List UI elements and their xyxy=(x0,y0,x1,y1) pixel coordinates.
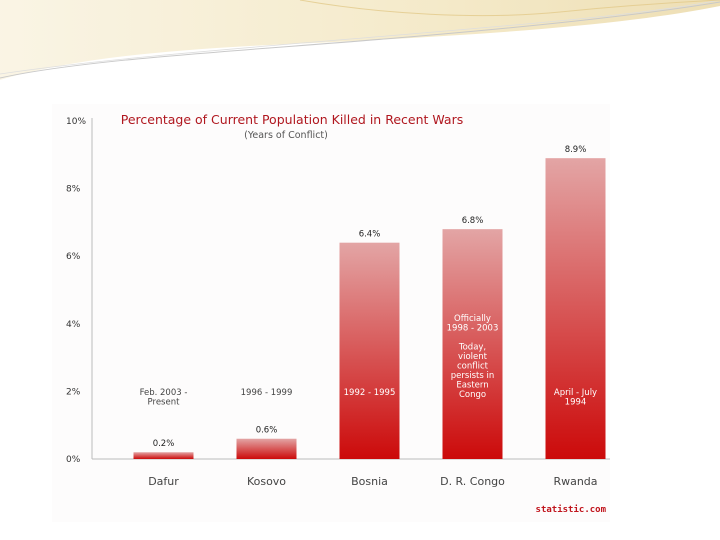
source-label: statistic.com xyxy=(536,504,607,515)
category-label: D. R. Congo xyxy=(440,475,505,488)
bar-annotation-line: 1998 - 2003 xyxy=(447,324,499,334)
chart: Percentage of Current Population Killed … xyxy=(66,112,610,515)
chart-subtitle: (Years of Conflict) xyxy=(244,130,328,141)
bar-annotation-line: 1996 - 1999 xyxy=(241,388,293,398)
chart-panel: Percentage of Current Population Killed … xyxy=(52,104,610,522)
bar xyxy=(339,242,400,459)
y-tick-label: 2% xyxy=(66,387,81,397)
bar-annotation-line: 1992 - 1995 xyxy=(344,388,396,398)
value-label: 0.6% xyxy=(256,426,278,436)
bar-annotation-line: Officially xyxy=(454,314,491,324)
bar-annotation: 1996 - 1999 xyxy=(241,388,293,398)
category-labels: Dafur Kosovo Bosnia D. R. Congo Rwanda xyxy=(148,475,597,488)
y-tick-label: 10% xyxy=(66,117,86,127)
value-labels: 0.2% 0.6% 6.4% 6.8% 8.9% xyxy=(153,145,587,449)
bar-annotation-line: Congo xyxy=(459,390,486,400)
bar-annotation-line xyxy=(471,333,474,343)
bar xyxy=(236,438,297,459)
y-tick-label: 8% xyxy=(66,185,81,195)
bar-annotations: Feb. 2003 -Present 1996 - 1999 1992 - 1995… xyxy=(140,314,598,407)
bar-annotation: Officially 1998 - 2003 Today, violent confl… xyxy=(447,314,499,400)
bar-annotation-line: 1994 xyxy=(565,398,587,408)
category-label: Kosovo xyxy=(247,475,286,488)
y-tick-label: 4% xyxy=(66,320,81,330)
bar xyxy=(442,229,503,459)
bar-annotation: Feb. 2003 -Present xyxy=(140,388,188,408)
bar xyxy=(545,158,606,459)
value-label: 0.2% xyxy=(153,439,175,449)
bars xyxy=(133,158,606,459)
chart-title: Percentage of Current Population Killed … xyxy=(121,112,464,127)
value-label: 6.8% xyxy=(462,216,484,226)
bar-annotation-line: Today, xyxy=(458,343,486,353)
bar-annotation-line: April - July xyxy=(554,388,597,398)
bar-annotation-line: conflict xyxy=(457,362,489,372)
category-label: Rwanda xyxy=(553,475,597,488)
value-label: 8.9% xyxy=(565,145,587,155)
category-label: Bosnia xyxy=(351,475,388,488)
bar-annotation-line: Feb. 2003 - xyxy=(140,388,188,398)
decorative-swoosh xyxy=(0,0,720,80)
bar-annotation-line: persists in xyxy=(451,371,495,381)
y-tick-labels: 0% 2% 4% 6% 8% 10% xyxy=(66,117,86,465)
y-tick-label: 0% xyxy=(66,455,81,465)
bar-annotation: 1992 - 1995 xyxy=(344,388,396,398)
value-label: 6.4% xyxy=(359,230,381,240)
bar-annotation: April - July 1994 xyxy=(554,388,597,408)
bar-annotation-line: Present xyxy=(148,398,181,408)
bar xyxy=(133,452,194,459)
bar-annotation-line: violent xyxy=(458,352,488,362)
category-label: Dafur xyxy=(148,475,179,488)
y-tick-label: 6% xyxy=(66,252,81,262)
bar-annotation-line: Eastern xyxy=(456,381,488,391)
